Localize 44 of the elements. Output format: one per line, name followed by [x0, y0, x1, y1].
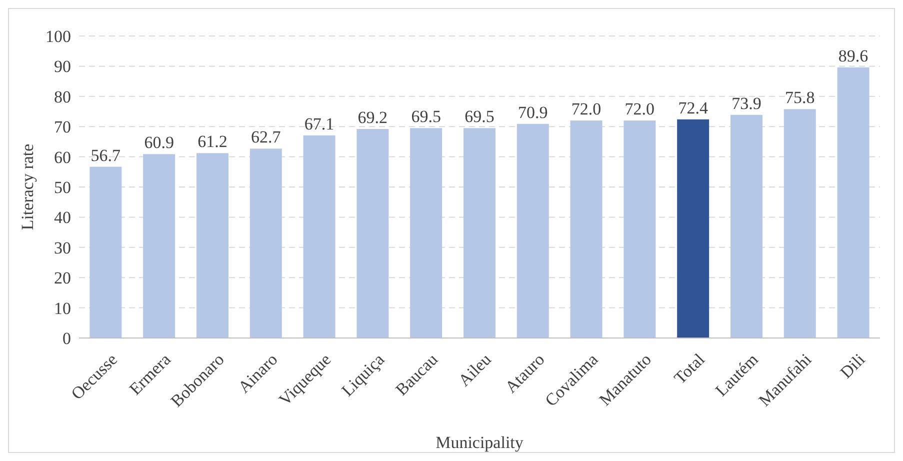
data-label: 70.9 [518, 102, 548, 122]
y-tick-label: 80 [54, 87, 71, 106]
bar [90, 166, 122, 338]
y-tick-label: 50 [54, 178, 71, 198]
data-label: 89.6 [838, 46, 868, 66]
bar [516, 124, 549, 338]
bar [196, 153, 228, 338]
data-label: 67.1 [304, 114, 334, 134]
bar [837, 67, 870, 338]
y-tick-label: 40 [54, 208, 71, 228]
y-tick-label: 30 [54, 238, 71, 258]
data-label: 72.0 [624, 100, 655, 119]
data-label: 73.9 [732, 94, 762, 113]
bar [677, 119, 710, 338]
y-tick-label: 10 [54, 298, 71, 318]
bar [250, 148, 282, 338]
data-label: 61.2 [198, 132, 228, 152]
bar [730, 114, 762, 338]
bar [303, 135, 336, 338]
y-tick-label: 0 [62, 329, 71, 348]
y-tick-label: 70 [54, 118, 71, 137]
data-label: 69.2 [358, 108, 388, 128]
data-label: 62.7 [251, 128, 282, 147]
data-label: 56.7 [90, 146, 122, 165]
bar [143, 154, 176, 338]
data-label: 69.5 [411, 107, 441, 126]
x-axis-title: Municipality [436, 433, 524, 452]
y-tick-label: 90 [54, 57, 71, 76]
data-label: 72.4 [678, 98, 708, 118]
y-tick-label: 20 [54, 268, 71, 288]
data-label: 72.0 [571, 100, 602, 119]
x-tick-label: Dili [836, 350, 869, 382]
y-tick-label: 60 [54, 148, 71, 167]
bar [570, 120, 602, 338]
bar [784, 109, 816, 338]
data-label: 75.8 [785, 88, 815, 108]
data-label: 60.9 [144, 133, 174, 152]
y-tick-label: 100 [46, 27, 71, 46]
bar [624, 120, 656, 338]
data-label: 69.5 [464, 107, 494, 126]
bar [410, 128, 442, 338]
bar [356, 129, 389, 338]
y-axis-title: Literacy rate [18, 144, 38, 230]
bar [463, 128, 496, 338]
